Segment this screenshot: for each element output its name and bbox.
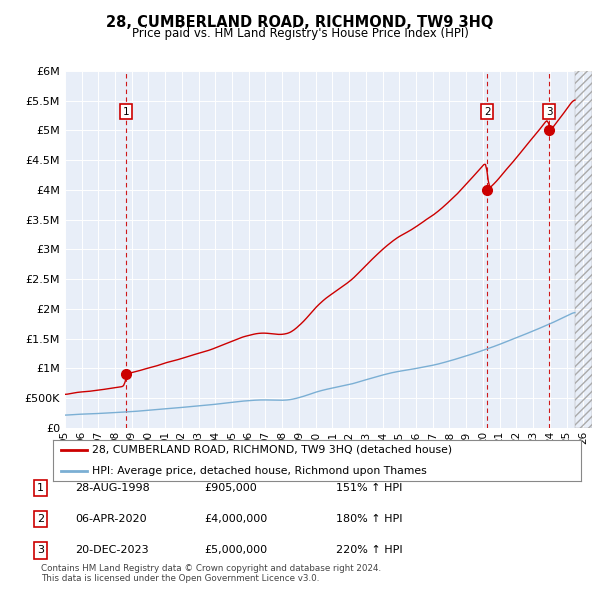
Text: 2: 2: [37, 514, 44, 524]
Text: Price paid vs. HM Land Registry's House Price Index (HPI): Price paid vs. HM Land Registry's House …: [131, 27, 469, 40]
Text: HPI: Average price, detached house, Richmond upon Thames: HPI: Average price, detached house, Rich…: [92, 466, 427, 476]
Text: 20-DEC-2023: 20-DEC-2023: [75, 546, 149, 555]
Text: Contains HM Land Registry data © Crown copyright and database right 2024.
This d: Contains HM Land Registry data © Crown c…: [41, 563, 381, 583]
Text: 28, CUMBERLAND ROAD, RICHMOND, TW9 3HQ (detached house): 28, CUMBERLAND ROAD, RICHMOND, TW9 3HQ (…: [92, 445, 452, 455]
Text: 3: 3: [37, 546, 44, 555]
Text: £905,000: £905,000: [204, 483, 257, 493]
Text: 1: 1: [122, 107, 130, 117]
Text: 1: 1: [37, 483, 44, 493]
Text: 28, CUMBERLAND ROAD, RICHMOND, TW9 3HQ: 28, CUMBERLAND ROAD, RICHMOND, TW9 3HQ: [106, 15, 494, 30]
Text: 220% ↑ HPI: 220% ↑ HPI: [336, 546, 403, 555]
Text: £4,000,000: £4,000,000: [204, 514, 267, 524]
Text: 2: 2: [484, 107, 491, 117]
Text: 06-APR-2020: 06-APR-2020: [75, 514, 146, 524]
Text: £5,000,000: £5,000,000: [204, 546, 267, 555]
Text: 28-AUG-1998: 28-AUG-1998: [75, 483, 150, 493]
Text: 180% ↑ HPI: 180% ↑ HPI: [336, 514, 403, 524]
Text: 3: 3: [546, 107, 553, 117]
Text: 151% ↑ HPI: 151% ↑ HPI: [336, 483, 403, 493]
